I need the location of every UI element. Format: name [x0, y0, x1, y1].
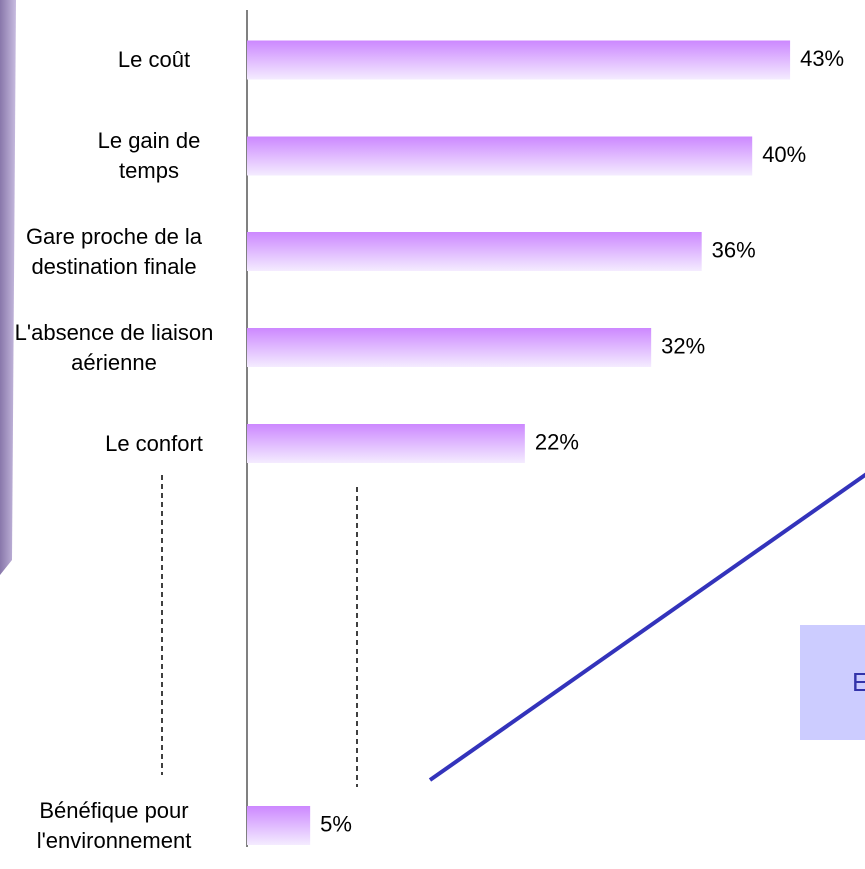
bar	[247, 424, 525, 463]
bar	[247, 806, 311, 845]
value-label: 22%	[535, 429, 579, 454]
bar	[247, 136, 753, 176]
category-label: Le confort	[105, 430, 203, 456]
category-label: Bénéfique pour l'environnement	[36, 797, 192, 853]
value-label: 40%	[762, 142, 806, 167]
bar	[247, 40, 791, 80]
value-label: 32%	[661, 333, 705, 358]
bar	[247, 328, 652, 367]
value-label: 5%	[320, 811, 352, 836]
bar	[247, 232, 702, 271]
category-label: Le coût	[117, 47, 191, 72]
category-label: L'absence de liaison aérienne	[14, 319, 214, 375]
category-label: Gare proche de la destination finale	[25, 223, 203, 279]
callout: E	[800, 625, 865, 740]
value-label: 43%	[800, 46, 844, 71]
value-label: 36%	[712, 237, 756, 262]
pointer-line	[428, 472, 865, 782]
side-decoration	[0, 0, 16, 575]
category-label: Le gain de temps	[97, 128, 201, 183]
